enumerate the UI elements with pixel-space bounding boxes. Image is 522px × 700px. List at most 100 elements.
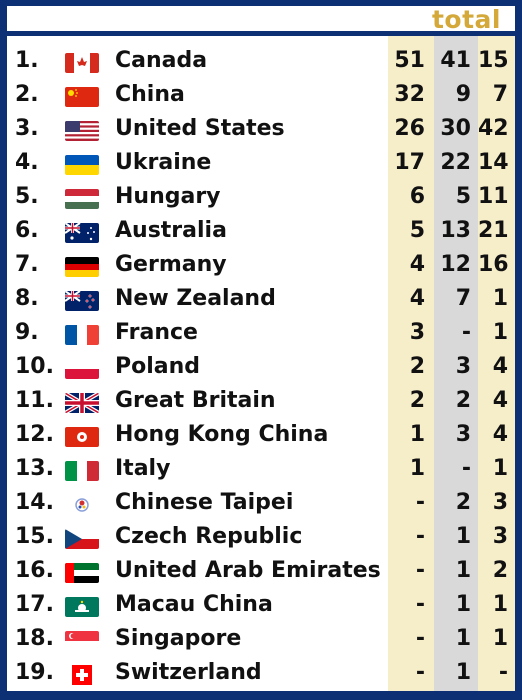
usa-flag-icon xyxy=(65,121,99,141)
country-name: United Arab Emirates xyxy=(115,558,381,583)
silver-count: 3 xyxy=(455,422,471,447)
gold-count: 51 xyxy=(394,48,425,73)
bronze-count: 42 xyxy=(478,116,509,141)
new-zealand-flag-icon xyxy=(65,291,99,311)
silver-count: - xyxy=(461,320,471,345)
table-row: 14. Chinese Taipei - 2 3 xyxy=(7,486,515,520)
gold-count: - xyxy=(415,524,425,549)
rank: 9. xyxy=(15,320,39,345)
header-divider xyxy=(7,31,515,36)
table-row: 17. Macau China - 1 1 xyxy=(7,588,515,622)
bronze-count: 11 xyxy=(478,184,509,209)
table-row: 15. Czech Republic - 1 3 xyxy=(7,520,515,554)
country-name: Macau China xyxy=(115,592,273,617)
table-row: 11. Great Britain 2 2 4 xyxy=(7,384,515,418)
country-name: France xyxy=(115,320,198,345)
rank: 18. xyxy=(15,626,54,651)
table-row: 9. France 3 -1 xyxy=(7,316,515,350)
silver-count: 12 xyxy=(440,252,471,277)
rank: 13. xyxy=(15,456,54,481)
country-name: Hungary xyxy=(115,184,221,209)
rank: 12. xyxy=(15,422,54,447)
silver-count: 2 xyxy=(455,490,471,515)
silver-count: 30 xyxy=(440,116,471,141)
chinese-taipei-flag-icon xyxy=(65,495,99,515)
gold-count: 4 xyxy=(409,252,425,277)
rank: 15. xyxy=(15,524,54,549)
country-name: Switzerland xyxy=(115,660,262,685)
table-row: 7. Germany 4 12 16 xyxy=(7,248,515,282)
country-name: Italy xyxy=(115,456,171,481)
table-row: 8. New Zealand 4 7 1 xyxy=(7,282,515,316)
italy-flag-icon xyxy=(65,461,99,481)
rank: 7. xyxy=(15,252,39,277)
gold-count: 17 xyxy=(394,150,425,175)
gold-count: 4 xyxy=(409,286,425,311)
table-row: 13. Italy 1-1 xyxy=(7,452,515,486)
country-name: Australia xyxy=(115,218,227,243)
table-row: 2. China 32 9 7 xyxy=(7,78,515,112)
bronze-count: 4 xyxy=(492,354,508,379)
gold-column-bg xyxy=(388,36,434,691)
country-name: Poland xyxy=(115,354,201,379)
rank: 10. xyxy=(15,354,54,379)
france-flag-icon xyxy=(65,325,99,345)
gold-count: 6 xyxy=(409,184,425,209)
gold-count: 1 xyxy=(409,456,425,481)
table-row: 3. United States 26 30 42 xyxy=(7,112,515,146)
uae-flag-icon xyxy=(65,563,99,583)
silver-count: 1 xyxy=(455,660,471,685)
rank: 19. xyxy=(15,660,54,685)
table-header: total xyxy=(7,6,515,36)
hungary-flag-icon xyxy=(65,189,99,209)
macau-flag-icon xyxy=(65,597,99,617)
gold-count: 2 xyxy=(409,354,425,379)
silver-count: 1 xyxy=(455,592,471,617)
switzerland-flag-icon xyxy=(65,665,99,685)
bronze-count: 4 xyxy=(492,388,508,413)
rank: 3. xyxy=(15,116,39,141)
country-name: Chinese Taipei xyxy=(115,490,294,515)
gold-count: - xyxy=(415,490,425,515)
country-name: Great Britain xyxy=(115,388,276,413)
bronze-count: 7 xyxy=(492,82,508,107)
rank: 16. xyxy=(15,558,54,583)
gold-count: - xyxy=(415,660,425,685)
table-row: 5. Hungary 6 5 11 xyxy=(7,180,515,214)
country-name: Germany xyxy=(115,252,227,277)
medal-table: total 1. Canada 51 41 15 2. China 32 9 7 3. United … xyxy=(7,6,515,691)
czech-flag-icon xyxy=(65,529,99,549)
bronze-count: 3 xyxy=(492,490,508,515)
silver-count: 1 xyxy=(455,626,471,651)
bronze-count: - xyxy=(498,660,508,685)
silver-count: 41 xyxy=(440,48,471,73)
silver-count: 3 xyxy=(455,354,471,379)
silver-count: 13 xyxy=(440,218,471,243)
country-name: Czech Republic xyxy=(115,524,303,549)
bronze-count: 2 xyxy=(492,558,508,583)
bronze-count: 21 xyxy=(478,218,509,243)
bronze-count: 1 xyxy=(492,626,508,651)
country-name: United States xyxy=(115,116,285,141)
bronze-count: 16 xyxy=(478,252,509,277)
country-name: Canada xyxy=(115,48,208,73)
table-body: 1. Canada 51 41 15 2. China 32 9 7 3. United States… xyxy=(7,44,515,690)
bronze-count: 3 xyxy=(492,524,508,549)
rank: 8. xyxy=(15,286,39,311)
silver-count: 2 xyxy=(455,388,471,413)
silver-count: 5 xyxy=(455,184,471,209)
australia-flag-icon xyxy=(65,223,99,243)
china-flag-icon xyxy=(65,87,99,107)
canada-flag-icon xyxy=(65,53,99,73)
great-britain-flag-icon xyxy=(65,393,99,413)
gold-count: - xyxy=(415,558,425,583)
bronze-count: 4 xyxy=(492,422,508,447)
table-row: 4. Ukraine 17 22 14 xyxy=(7,146,515,180)
silver-count: - xyxy=(461,456,471,481)
bronze-count: 1 xyxy=(492,456,508,481)
table-row: 12. Hong Kong China 1 3 4 xyxy=(7,418,515,452)
germany-flag-icon xyxy=(65,257,99,277)
country-name: New Zealand xyxy=(115,286,276,311)
gold-count: - xyxy=(415,626,425,651)
gold-count: 5 xyxy=(409,218,425,243)
